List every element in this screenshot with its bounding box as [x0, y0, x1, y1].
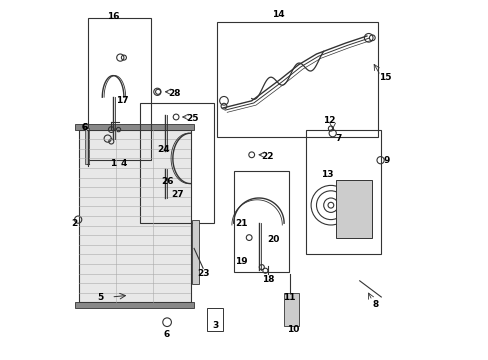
Bar	[192, 220, 199, 284]
Text: 28: 28	[168, 89, 180, 98]
Bar	[206, 308, 223, 331]
Text: 25: 25	[185, 114, 198, 123]
Text: 26: 26	[161, 177, 173, 186]
Bar	[85, 128, 89, 164]
Text: 23: 23	[197, 269, 209, 278]
Text: 5: 5	[97, 292, 103, 302]
Text: 13: 13	[321, 170, 333, 179]
Bar	[305, 130, 381, 254]
Bar	[88, 18, 151, 160]
Text: 21: 21	[235, 219, 247, 228]
Bar	[75, 124, 194, 130]
Text: 15: 15	[378, 73, 390, 82]
Bar	[217, 22, 377, 137]
Text: 14: 14	[272, 10, 285, 19]
Text: 18: 18	[261, 275, 274, 284]
Text: 20: 20	[266, 235, 279, 244]
Bar	[140, 103, 213, 223]
Text: 19: 19	[235, 256, 247, 266]
Text: 7: 7	[334, 134, 341, 143]
Text: 11: 11	[283, 292, 295, 302]
Text: 16: 16	[107, 12, 119, 21]
Text: 6: 6	[81, 123, 87, 132]
Text: 1: 1	[110, 159, 116, 168]
Bar	[233, 171, 289, 272]
Text: 3: 3	[212, 321, 218, 330]
Text: 22: 22	[261, 152, 274, 161]
Text: 6: 6	[81, 123, 87, 132]
Bar	[79, 130, 190, 302]
Bar	[336, 180, 371, 238]
Text: 10: 10	[286, 325, 299, 334]
Bar	[75, 302, 194, 308]
Text: 27: 27	[171, 190, 184, 199]
Text: 9: 9	[383, 156, 389, 165]
Text: 17: 17	[116, 96, 128, 105]
Text: 2: 2	[71, 219, 78, 228]
Text: 24: 24	[157, 145, 169, 154]
Text: 8: 8	[372, 300, 378, 309]
Text: 6: 6	[163, 330, 170, 338]
Bar	[284, 293, 298, 326]
Text: 12: 12	[322, 116, 335, 125]
Text: 4: 4	[120, 159, 126, 168]
